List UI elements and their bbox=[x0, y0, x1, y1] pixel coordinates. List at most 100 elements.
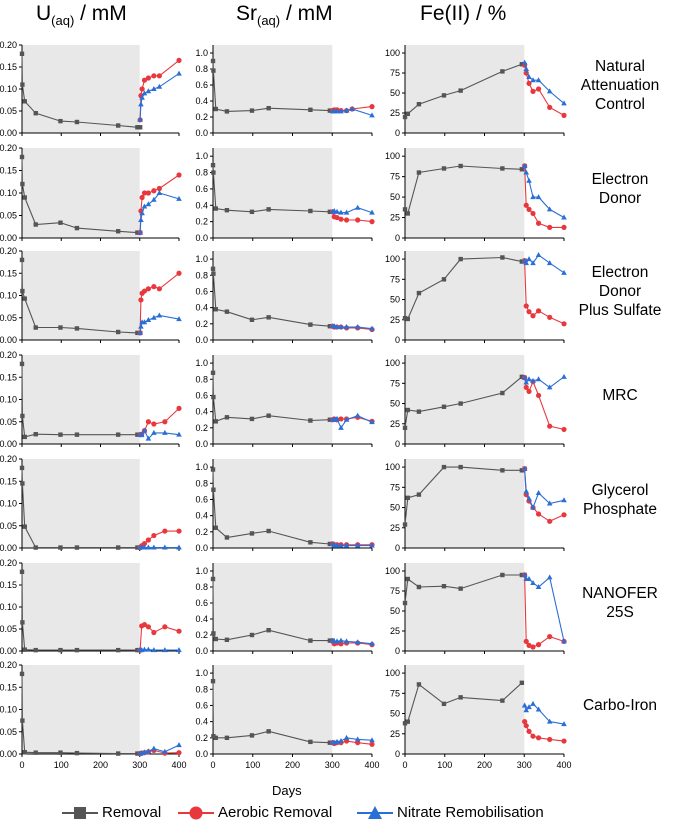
data-point-aerobic bbox=[535, 220, 542, 226]
y-tick-label: 0.0 bbox=[195, 233, 208, 243]
row-label-line: Attenuation bbox=[580, 76, 660, 94]
y-tick-label: 1.0 bbox=[195, 358, 208, 368]
data-point-removal bbox=[210, 370, 216, 375]
data-point-removal bbox=[224, 535, 230, 540]
y-tick-label: 0.20 bbox=[0, 558, 17, 568]
data-point-removal bbox=[135, 647, 140, 653]
data-point-removal bbox=[266, 413, 271, 418]
data-point-removal bbox=[135, 751, 140, 756]
y-tick-label: 0.15 bbox=[0, 476, 17, 486]
data-point-removal bbox=[308, 638, 313, 643]
row-label-line: Donor bbox=[598, 190, 642, 207]
data-point-aerobic bbox=[523, 303, 529, 309]
row-label-line: Control bbox=[595, 95, 645, 113]
data-point-nitrate bbox=[138, 101, 144, 107]
y-tick-label: 0.4 bbox=[195, 511, 208, 521]
y-tick-label: 0.05 bbox=[0, 417, 17, 427]
x-tick-label: 400 bbox=[556, 760, 571, 770]
data-point-nitrate bbox=[151, 647, 157, 653]
data-point-nitrate bbox=[535, 252, 542, 258]
series-line-aerobic bbox=[524, 468, 565, 522]
legend-label: Nitrate Remobilisation bbox=[397, 804, 544, 821]
y-tick-label: 0.0 bbox=[195, 439, 208, 449]
data-point-aerobic bbox=[156, 185, 162, 192]
data-point-removal bbox=[115, 123, 121, 128]
panel-sr-row-6: 0.0 0.2 0.4 0.6 0.8 1.0 bbox=[195, 563, 375, 656]
data-point-removal bbox=[20, 481, 25, 486]
y-tick-label: 0.10 bbox=[0, 395, 17, 405]
y-tick-label: 0.6 bbox=[195, 700, 208, 710]
data-point-nitrate bbox=[535, 584, 542, 589]
data-point-nitrate bbox=[535, 489, 542, 495]
x-tick-label: 400 bbox=[171, 760, 186, 770]
data-point-nitrate bbox=[535, 706, 542, 712]
data-point-removal bbox=[33, 222, 38, 227]
data-point-aerobic bbox=[145, 190, 151, 196]
panel-sr-row-4: 0.0 0.2 0.4 0.6 0.8 1.0 bbox=[195, 355, 375, 449]
y-tick-label: 0.2 bbox=[195, 217, 208, 227]
y-tick-label: 25 bbox=[390, 108, 400, 118]
data-point-nitrate bbox=[369, 112, 375, 118]
data-point-nitrate bbox=[151, 745, 157, 751]
data-point-removal bbox=[402, 207, 408, 212]
y-tick-label: 100 bbox=[385, 462, 400, 472]
data-point-removal bbox=[211, 68, 216, 73]
data-point-nitrate bbox=[176, 742, 182, 748]
shaded-period bbox=[22, 459, 140, 548]
data-point-removal bbox=[441, 584, 447, 589]
y-tick-label: 0.05 bbox=[0, 313, 17, 323]
series-line-aerobic bbox=[524, 165, 564, 228]
data-point-removal bbox=[33, 647, 38, 653]
data-point-removal bbox=[74, 326, 80, 331]
data-point-nitrate bbox=[334, 415, 340, 421]
data-point-removal bbox=[500, 255, 505, 260]
y-tick-label: 50 bbox=[390, 192, 400, 202]
row-label: MRC bbox=[560, 386, 680, 405]
y-tick-label: 0.8 bbox=[195, 478, 208, 488]
data-point-nitrate bbox=[338, 542, 344, 548]
data-point-removal bbox=[58, 220, 63, 225]
data-point-aerobic bbox=[530, 313, 536, 319]
series-nitrate bbox=[329, 540, 375, 548]
data-point-aerobic bbox=[151, 188, 157, 194]
y-tick-label: 0.00 bbox=[0, 233, 17, 243]
data-point-nitrate bbox=[145, 646, 152, 652]
row-label: Glycerol Phosphate bbox=[560, 481, 680, 519]
data-point-nitrate bbox=[139, 210, 145, 216]
y-tick-label: 0.2 bbox=[195, 630, 208, 640]
y-tick-label: 0.2 bbox=[195, 733, 208, 743]
column-title-fe: Fe(II) / % bbox=[420, 2, 506, 26]
data-point-aerobic bbox=[176, 270, 182, 276]
data-point-aerobic bbox=[141, 288, 148, 294]
data-point-removal bbox=[327, 209, 333, 215]
data-point-nitrate bbox=[334, 638, 340, 644]
data-point-nitrate bbox=[145, 435, 152, 441]
data-point-nitrate bbox=[137, 229, 143, 235]
data-point-aerobic bbox=[561, 426, 567, 433]
x-tick-label: 0 bbox=[210, 760, 215, 770]
data-point-removal bbox=[519, 374, 525, 380]
data-point-removal bbox=[74, 119, 80, 125]
data-point-nitrate bbox=[523, 169, 530, 175]
data-point-nitrate bbox=[354, 412, 361, 418]
data-point-nitrate bbox=[354, 736, 361, 742]
data-point-aerobic bbox=[526, 728, 532, 734]
data-point-aerobic bbox=[338, 216, 344, 222]
data-point-removal bbox=[213, 636, 218, 642]
data-point-aerobic bbox=[547, 314, 553, 320]
data-point-removal bbox=[327, 324, 333, 329]
data-point-nitrate bbox=[141, 544, 148, 550]
panel-fe-row-5: 0 25 50 75 100 bbox=[385, 459, 567, 553]
data-point-nitrate bbox=[156, 83, 163, 89]
data-point-removal bbox=[405, 407, 410, 413]
data-point-nitrate bbox=[530, 194, 536, 200]
data-point-aerobic bbox=[535, 735, 542, 741]
y-tick-label: 0.20 bbox=[0, 246, 17, 256]
legend: Removal Aerobic Removal Nitrate Remobili… bbox=[0, 803, 685, 823]
data-point-removal bbox=[441, 93, 447, 98]
y-tick-label: 0.20 bbox=[0, 350, 17, 360]
row-label-line: Phosphate bbox=[582, 500, 658, 518]
data-point-nitrate bbox=[526, 74, 532, 79]
y-tick-label: 0.4 bbox=[195, 614, 208, 624]
data-point-aerobic bbox=[561, 112, 567, 118]
